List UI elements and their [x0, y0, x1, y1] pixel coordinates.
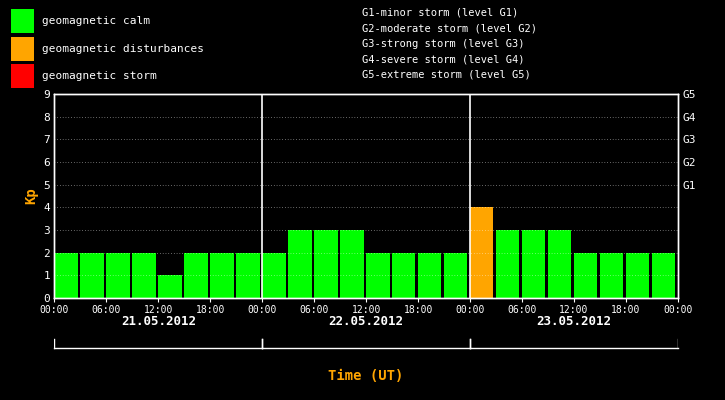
Bar — [496, 230, 519, 298]
Bar — [184, 253, 207, 298]
Bar — [158, 275, 182, 298]
Text: Time (UT): Time (UT) — [328, 369, 404, 383]
Bar — [522, 230, 545, 298]
Bar — [11, 9, 34, 33]
Text: 21.05.2012: 21.05.2012 — [121, 315, 196, 328]
Bar — [626, 253, 650, 298]
Bar — [652, 253, 675, 298]
Text: G4-severe storm (level G4): G4-severe storm (level G4) — [362, 54, 525, 64]
Text: geomagnetic calm: geomagnetic calm — [42, 16, 150, 26]
Bar — [574, 253, 597, 298]
Bar — [288, 230, 312, 298]
Bar — [340, 230, 363, 298]
Bar — [80, 253, 104, 298]
Bar — [600, 253, 624, 298]
Text: G2-moderate storm (level G2): G2-moderate storm (level G2) — [362, 23, 537, 33]
Text: G1-minor storm (level G1): G1-minor storm (level G1) — [362, 8, 519, 18]
Bar — [366, 253, 389, 298]
Bar — [444, 253, 468, 298]
Text: G3-strong storm (level G3): G3-strong storm (level G3) — [362, 38, 525, 48]
Bar — [107, 253, 130, 298]
Bar — [54, 253, 78, 298]
Bar — [210, 253, 233, 298]
Text: G5-extreme storm (level G5): G5-extreme storm (level G5) — [362, 70, 531, 80]
Bar — [470, 207, 494, 298]
Text: geomagnetic disturbances: geomagnetic disturbances — [42, 44, 204, 54]
Bar — [236, 253, 260, 298]
Bar — [132, 253, 156, 298]
Text: 23.05.2012: 23.05.2012 — [536, 315, 611, 328]
Bar — [262, 253, 286, 298]
Bar — [11, 37, 34, 61]
Bar — [314, 230, 338, 298]
Bar — [418, 253, 442, 298]
Bar — [392, 253, 415, 298]
Bar — [11, 64, 34, 88]
Bar — [548, 230, 571, 298]
Text: geomagnetic storm: geomagnetic storm — [42, 71, 157, 81]
Text: 22.05.2012: 22.05.2012 — [328, 315, 404, 328]
Y-axis label: Kp: Kp — [24, 188, 38, 204]
